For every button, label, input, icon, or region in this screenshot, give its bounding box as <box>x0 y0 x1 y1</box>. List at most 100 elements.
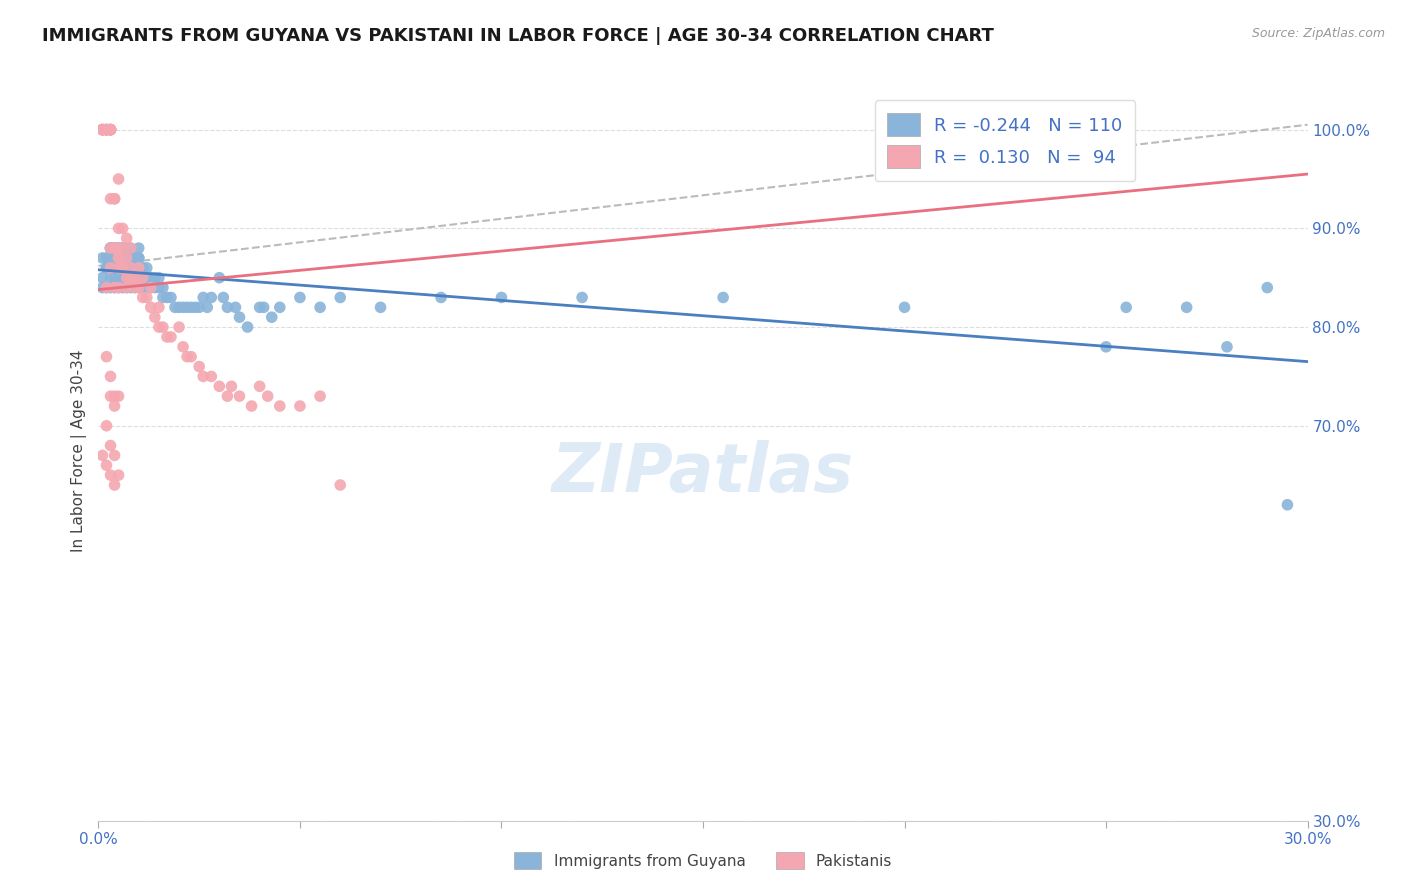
Point <box>217 389 239 403</box>
Point <box>148 320 170 334</box>
Point <box>103 478 125 492</box>
Point <box>167 320 190 334</box>
Point <box>107 241 129 255</box>
Point <box>91 122 114 136</box>
Point <box>107 389 129 403</box>
Point <box>100 241 122 255</box>
Point <box>100 280 122 294</box>
Point <box>115 251 138 265</box>
Point <box>148 301 170 315</box>
Point <box>91 251 114 265</box>
Point <box>115 270 138 285</box>
Point <box>111 221 134 235</box>
Point <box>103 449 125 463</box>
Point <box>160 290 183 304</box>
Point <box>430 290 453 304</box>
Point <box>107 280 129 294</box>
Point <box>139 270 162 285</box>
Point <box>96 280 118 294</box>
Point <box>1256 280 1278 294</box>
Point <box>100 468 122 483</box>
Point <box>107 468 129 483</box>
Point <box>176 301 198 315</box>
Point <box>143 280 166 294</box>
Point <box>571 290 593 304</box>
Point <box>1175 301 1198 315</box>
Point <box>107 260 129 275</box>
Point <box>103 192 125 206</box>
Point <box>115 270 138 285</box>
Point <box>100 122 122 136</box>
Point <box>172 301 194 315</box>
Point <box>91 122 114 136</box>
Point <box>100 122 122 136</box>
Point <box>100 192 122 206</box>
Point <box>107 270 129 285</box>
Point <box>100 241 122 255</box>
Point <box>249 301 271 315</box>
Point <box>96 458 118 473</box>
Point <box>249 379 271 393</box>
Point <box>111 260 134 275</box>
Point <box>107 251 129 265</box>
Point <box>96 122 118 136</box>
Point <box>135 270 157 285</box>
Point <box>103 241 125 255</box>
Point <box>107 280 129 294</box>
Point <box>100 122 122 136</box>
Point <box>103 280 125 294</box>
Point <box>100 369 122 384</box>
Point <box>91 122 114 136</box>
Point <box>96 122 118 136</box>
Point <box>124 260 146 275</box>
Point <box>120 270 142 285</box>
Point <box>163 301 186 315</box>
Point <box>128 260 150 275</box>
Point <box>128 260 150 275</box>
Point <box>111 260 134 275</box>
Point <box>107 172 129 186</box>
Point <box>115 280 138 294</box>
Point <box>103 280 125 294</box>
Y-axis label: In Labor Force | Age 30-34: In Labor Force | Age 30-34 <box>72 349 87 552</box>
Point <box>111 241 134 255</box>
Point <box>96 260 118 275</box>
Point <box>124 270 146 285</box>
Point <box>139 301 162 315</box>
Point <box>135 280 157 294</box>
Point <box>107 270 129 285</box>
Point <box>96 418 118 433</box>
Point <box>491 290 513 304</box>
Point <box>111 260 134 275</box>
Text: ZIPatlas: ZIPatlas <box>553 440 853 506</box>
Point <box>100 122 122 136</box>
Point <box>111 241 134 255</box>
Point <box>711 290 734 304</box>
Point <box>115 251 138 265</box>
Point <box>107 251 129 265</box>
Point <box>115 231 138 245</box>
Point <box>100 241 122 255</box>
Point <box>132 260 155 275</box>
Point <box>143 310 166 325</box>
Point <box>139 280 162 294</box>
Point <box>132 290 155 304</box>
Point <box>217 301 239 315</box>
Point <box>100 251 122 265</box>
Point <box>96 122 118 136</box>
Point <box>103 270 125 285</box>
Point <box>1115 301 1137 315</box>
Point <box>115 280 138 294</box>
Point <box>228 389 250 403</box>
Point <box>1216 340 1239 354</box>
Point <box>91 122 114 136</box>
Point <box>120 280 142 294</box>
Point <box>184 301 207 315</box>
Point <box>91 449 114 463</box>
Point <box>124 280 146 294</box>
Point <box>329 478 352 492</box>
Point <box>107 260 129 275</box>
Point <box>128 251 150 265</box>
Point <box>103 399 125 413</box>
Point <box>100 122 122 136</box>
